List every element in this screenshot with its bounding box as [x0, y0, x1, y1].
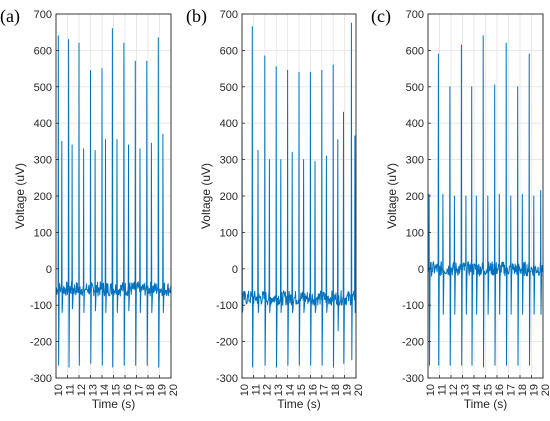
x-tick-label: 20	[168, 384, 180, 396]
y-axis-title: Voltage (uV)	[199, 163, 213, 229]
x-tick-label: 10	[53, 384, 65, 396]
y-tick-label: 0	[46, 264, 52, 276]
y-tick-label: 700	[406, 9, 424, 21]
y-tick-label: -100	[30, 300, 52, 312]
y-tick-label: 600	[220, 45, 238, 57]
panel-b: (b) 10 11 12 13 14 15 16 17 18 19 20 -300 -200 -100 0 1…	[186, 6, 365, 411]
y-tick-label: 0	[232, 264, 238, 276]
panel-c: (c) 10 11 12 13 14 15 16 17 18 19 20 -300 -200 -100 0 1…	[371, 6, 550, 411]
x-tick-label: 17	[319, 384, 331, 396]
y-tick-label: -300	[216, 373, 238, 385]
x-tick-label: 16	[494, 384, 506, 396]
y-tick-label: 600	[406, 45, 424, 57]
y-axis-title: Voltage (uV)	[385, 163, 399, 229]
y-tick-label: -300	[30, 373, 52, 385]
x-tick-label: 14	[285, 384, 297, 396]
voltage-series-line	[241, 22, 357, 368]
x-axis-title: Time (s)	[92, 397, 136, 411]
x-tick-label: 20	[353, 384, 365, 396]
x-tick-label: 17	[133, 384, 145, 396]
x-tick-label: 14	[99, 384, 111, 396]
y-tick-label: -300	[402, 373, 424, 385]
y-tick-label: 400	[220, 118, 238, 130]
x-tick-label: 20	[540, 384, 550, 396]
x-tick-label: 13	[273, 384, 285, 396]
x-tick-label: 14	[471, 384, 483, 396]
x-tick-label: 17	[505, 384, 517, 396]
y-tick-label: 300	[406, 155, 424, 167]
x-tick-label: 10	[425, 384, 437, 396]
x-tick-label: 10	[239, 384, 251, 396]
x-tick-label: 11	[64, 384, 76, 395]
y-tick-label: 500	[34, 82, 52, 94]
x-tick-label: 19	[528, 384, 540, 396]
y-tick-label: 600	[34, 45, 52, 57]
y-tick-label: 700	[34, 9, 52, 21]
x-tick-label: 16	[307, 384, 319, 396]
x-tick-label: 16	[122, 384, 134, 396]
x-tick-label: 18	[145, 384, 157, 396]
x-tick-label: 11	[436, 384, 448, 395]
x-axis-title: Time (s)	[464, 397, 508, 411]
y-tick-label: 200	[406, 191, 424, 203]
x-tick-label: 18	[330, 384, 342, 396]
x-tick-label: 18	[517, 384, 529, 396]
voltage-series-line	[55, 28, 172, 368]
x-tick-label: 13	[87, 384, 99, 396]
x-tick-label: 19	[342, 384, 354, 396]
x-tick-label: 11	[250, 384, 262, 395]
y-tick-label: -200	[216, 337, 238, 349]
y-tick-label: 200	[220, 191, 238, 203]
y-tick-label: 100	[34, 227, 52, 239]
x-tick-label: 19	[156, 384, 168, 396]
y-tick-label: 300	[220, 155, 238, 167]
y-tick-label: -100	[216, 300, 238, 312]
y-tick-label: 500	[406, 82, 424, 94]
y-tick-label: 100	[406, 227, 424, 239]
y-tick-label: 400	[34, 118, 52, 130]
y-axis-title: Voltage (uV)	[13, 163, 27, 229]
x-tick-label: 15	[110, 384, 122, 396]
y-tick-label: 700	[220, 9, 238, 21]
y-tick-label: 300	[34, 155, 52, 167]
x-tick-label: 12	[448, 384, 460, 396]
y-tick-label: -100	[402, 300, 424, 312]
y-tick-label: 500	[220, 82, 238, 94]
panel-a: (a) 10 11 12 13 14 15 16 17 18 19 20 -300 -200 -100 0 1…	[0, 6, 180, 411]
x-tick-label: 12	[262, 384, 274, 396]
y-tick-label: 400	[406, 118, 424, 130]
x-tick-label: 13	[459, 384, 471, 396]
panel-c-label: (c)	[371, 6, 391, 27]
x-axis-title: Time (s)	[277, 397, 321, 411]
y-tick-label: -200	[30, 337, 52, 349]
y-tick-label: 200	[34, 191, 52, 203]
x-tick-label: 12	[76, 384, 88, 396]
voltage-series-line	[427, 35, 544, 368]
panel-a-label: (a)	[0, 6, 20, 27]
y-tick-label: 100	[220, 227, 238, 239]
y-tick-label: -200	[402, 337, 424, 349]
panel-b-label: (b)	[186, 6, 207, 27]
x-tick-label: 15	[296, 384, 308, 396]
y-tick-label: 0	[418, 264, 424, 276]
x-tick-label: 15	[482, 384, 494, 396]
